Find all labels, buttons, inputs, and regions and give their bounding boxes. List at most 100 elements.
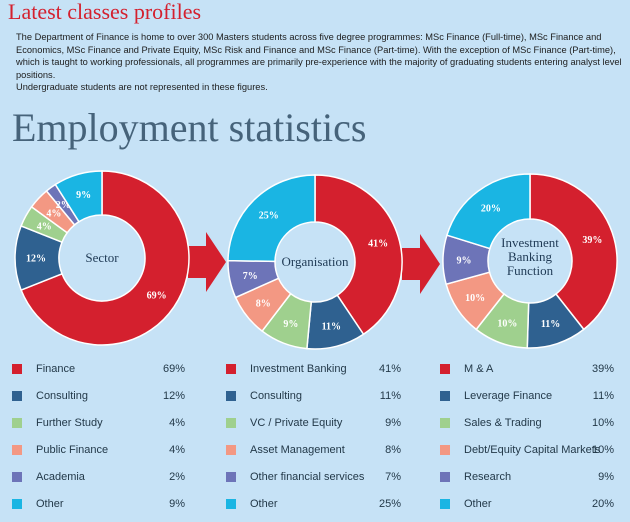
legend-item: Research 9% (440, 470, 614, 484)
donut-hole (489, 220, 571, 302)
legend-label: VC / Private Equity (250, 417, 343, 429)
slice-label: 41% (368, 238, 388, 249)
legend-swatch (226, 472, 236, 482)
chart-center-title: Investment Banking Function (501, 235, 559, 278)
legend-label: Consulting (250, 390, 302, 402)
legend-label: Investment Banking (250, 363, 347, 375)
legend-item: Consulting 11% (226, 389, 401, 403)
donut-chart: 41% 11% 9% 8% 7% 25% Organisation (227, 174, 403, 350)
legend-item: VC / Private Equity 9% (226, 416, 401, 430)
legend-label: Academia (36, 471, 85, 483)
legend-item: Academia 2% (12, 470, 185, 484)
donut-chart: 39% 11% 10% 10% 9% 20% Investment Banking Functi… (442, 173, 618, 349)
legend-value: 69% (162, 363, 185, 375)
slice-label: 10% (465, 293, 485, 304)
legend-label: Asset Management (250, 444, 345, 456)
donut-chart: 69%12%4%4%2%9%Sector (14, 170, 190, 346)
intro-note: Undergraduate students are not represent… (16, 82, 268, 92)
legend-value: 10% (591, 417, 614, 429)
legend-item: Other 9% (12, 497, 185, 511)
legend-label: Research (464, 471, 512, 483)
legend-swatch (226, 445, 236, 455)
donut-slice (54, 170, 103, 223)
legend-item: Asset Management 8% (226, 443, 401, 457)
donut-hole (276, 223, 354, 301)
legend-value: 2% (169, 471, 185, 483)
legend-item: Public Finance 4% (12, 443, 185, 457)
chart-center-title-line: Banking (508, 249, 553, 264)
legend-label: Leverage Finance (464, 390, 553, 402)
legend-swatch (440, 418, 450, 428)
legend-swatch (440, 445, 450, 455)
legend-label: Debt/Equity Capital Markets (464, 444, 601, 456)
slice-label: 4% (46, 208, 61, 219)
slice-label: 9% (76, 190, 91, 201)
legend-label: Public Finance (36, 444, 109, 456)
legend-swatch (226, 418, 236, 428)
legend-swatch (12, 499, 22, 509)
legend-swatch (440, 364, 450, 374)
legend-value: 4% (169, 444, 185, 456)
chart-center-title-line: Function (507, 263, 554, 278)
legend-swatch (440, 472, 450, 482)
legend-value: 12% (162, 390, 185, 402)
legend-swatch (440, 499, 450, 509)
legend-swatch (12, 472, 22, 482)
legend-label: Other financial services (250, 471, 365, 483)
legend-value: 4% (169, 417, 185, 429)
legend-value: 10% (591, 444, 614, 456)
legend-label: Consulting (36, 390, 88, 402)
legend-item: Other financial services 7% (226, 470, 401, 484)
legend-swatch (12, 364, 22, 374)
legend-item: Investment Banking 41% (226, 362, 401, 376)
legend-value: 8% (385, 444, 401, 456)
legend-swatch (12, 445, 22, 455)
legend-swatch (226, 364, 236, 374)
slice-label: 9% (457, 256, 472, 267)
slice-label: 10% (497, 319, 517, 330)
legend-value: 9% (385, 417, 401, 429)
page-title: Latest classes profiles (8, 0, 202, 24)
slice-label: 25% (259, 211, 279, 222)
donut-hole (60, 216, 144, 300)
slice-label: 39% (582, 235, 602, 246)
donut-slice (529, 173, 618, 331)
legend-swatch (12, 418, 22, 428)
donut-slice (314, 174, 403, 336)
legend-label: M & A (464, 363, 494, 375)
legend-swatch (226, 391, 236, 401)
legend-item: Consulting 12% (12, 389, 185, 403)
legend-label: Other (36, 498, 64, 510)
slice-label: 12% (26, 254, 46, 265)
legend-label: Sales & Trading (464, 417, 542, 429)
legend-value: 39% (591, 363, 614, 375)
donut-slice (20, 170, 190, 346)
legend-value: 11% (379, 390, 401, 402)
legend-label: Further Study (36, 417, 103, 429)
legend-value: 7% (385, 471, 401, 483)
donut-slice (445, 173, 531, 250)
legend-value: 11% (592, 390, 614, 402)
chart-center-title: Organisation (282, 254, 349, 269)
donut-slice (227, 174, 316, 263)
legend-swatch (440, 391, 450, 401)
legend-item: Other 25% (226, 497, 401, 511)
legend-swatch (12, 391, 22, 401)
slice-label: 20% (481, 203, 501, 214)
legend-value: 41% (378, 363, 401, 375)
legend-item: Debt/Equity Capital Markets 10% (440, 443, 614, 457)
legend-label: Finance (36, 363, 76, 375)
slice-label: 9% (283, 319, 298, 330)
legend-label: Other (464, 498, 492, 510)
slice-label: 4% (37, 222, 52, 233)
legend-item: Leverage Finance 11% (440, 389, 614, 403)
legend-item: Other 20% (440, 497, 614, 511)
section-title: Employment statistics (12, 105, 367, 150)
chart-center-title-line: Investment (501, 235, 559, 250)
slice-label: 11% (541, 319, 560, 330)
slice-label: 7% (243, 271, 258, 282)
arrow-shape (402, 234, 440, 294)
legend-value: 25% (378, 498, 401, 510)
